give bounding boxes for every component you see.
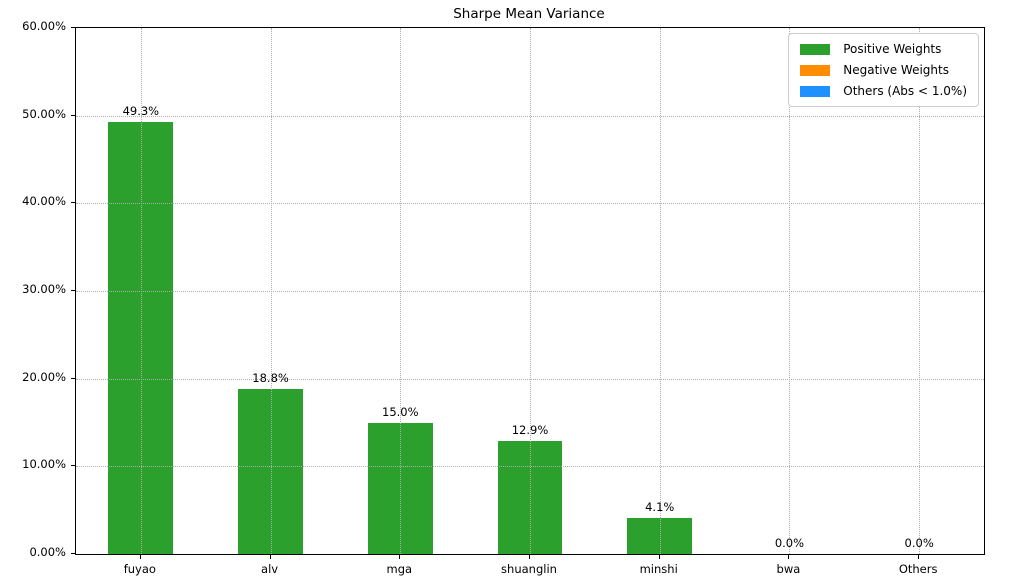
chart-title: Sharpe Mean Variance [453,6,605,22]
x-tick-mark [269,555,271,559]
x-axis-label: shuanglin [501,562,557,576]
x-axis-label: fuyao [123,562,156,576]
plot-area: Positive Weights Negative Weights Others (… [75,27,985,555]
legend-row: Positive Weights [800,42,967,56]
x-axis-label: alv [261,562,279,576]
x-axis-label: bwa [776,562,801,576]
legend-swatch-positive [800,43,831,55]
bar-mga [367,422,433,554]
legend-swatch-negative [800,64,831,76]
v-gridline [789,28,791,554]
v-gridline [400,28,402,554]
bar-value-label: 18.8% [252,371,289,386]
bar-value-label: 4.1% [645,500,675,515]
x-tick-mark [918,555,920,559]
bar-value-label: 15.0% [382,404,419,419]
x-tick-mark [788,555,790,559]
legend-label: Positive Weights [843,42,942,56]
v-gridline [530,28,531,554]
bar-shuanglin [497,440,563,554]
y-tick-mark [71,202,75,204]
y-tick-mark [71,114,75,116]
v-gridline [140,28,142,554]
x-tick-mark [139,555,141,559]
x-axis-label: mga [386,562,413,576]
y-tick-mark [71,290,75,291]
x-tick-mark [399,555,401,559]
bar-value-label: 49.3% [122,103,160,118]
v-gridline [919,28,921,554]
legend: Positive Weights Negative Weights Others (… [788,33,979,107]
bar-value-label: 0.0% [904,536,934,550]
v-gridline [659,28,661,554]
x-axis-label: Others [898,562,938,576]
bar-value-label: 0.0% [774,536,805,550]
legend-swatch-others [800,85,831,97]
legend-label: Negative Weights [843,63,949,77]
y-tick-label: 30.00% [22,282,66,296]
y-tick-label: 0.00% [29,545,66,559]
legend-row: Others (Abs < 1.0%) [800,84,967,98]
v-gridline [270,28,272,554]
y-tick-label: 40.00% [22,194,66,209]
x-tick-mark [658,555,660,559]
y-tick-label: 60.00% [22,19,66,33]
legend-label: Others (Abs < 1.0%) [843,84,967,98]
y-tick-mark [71,377,75,379]
legend-row: Negative Weights [800,63,967,77]
y-tick-mark [71,553,75,554]
x-axis-label: minshi [639,562,678,576]
y-tick-label: 50.00% [22,106,66,121]
y-tick-label: 20.00% [22,369,66,384]
x-tick-mark [529,555,530,559]
y-tick-mark [71,27,75,28]
bar-value-label: 12.9% [511,422,549,437]
y-tick-mark [71,465,75,467]
y-tick-label: 10.00% [22,457,66,472]
